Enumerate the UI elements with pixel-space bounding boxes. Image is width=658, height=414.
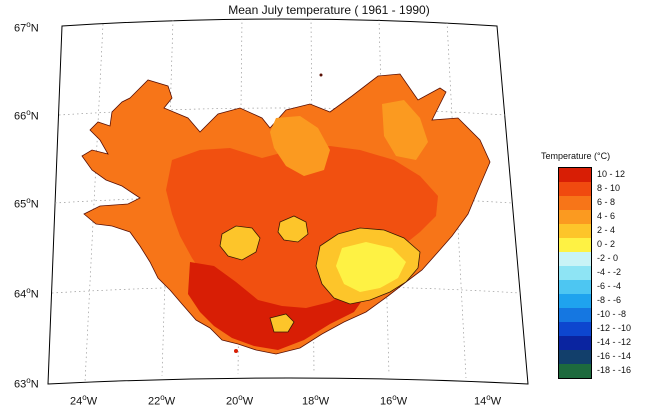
legend-label: -14 - -12 — [597, 337, 632, 347]
glacier-langjokull — [219, 225, 261, 261]
legend-label: -18 - -16 — [597, 365, 632, 375]
legend-swatch — [559, 224, 591, 238]
legend-swatch — [559, 238, 591, 252]
lat-label-63: 63oN — [14, 376, 39, 391]
legend-label: 0 - 2 — [597, 239, 616, 249]
legend-swatch — [559, 336, 591, 350]
lat-label-67: 67oN — [14, 20, 39, 35]
lon-label-16: 16oW — [380, 393, 408, 408]
legend-label: 8 - 10 — [597, 183, 621, 193]
legend-swatch — [559, 322, 591, 336]
temperature-4-6-zone — [270, 100, 428, 176]
legend-title: Temperature (°C) — [541, 151, 611, 161]
legend-swatch — [559, 182, 591, 196]
lon-label-22: 22oW — [148, 393, 176, 408]
legend-label: -2 - 0 — [597, 253, 619, 263]
lat-label-66: 66oN — [14, 108, 39, 123]
grimsey-island — [319, 73, 323, 77]
legend-swatch — [559, 294, 591, 308]
legend-label: 10 - 12 — [597, 169, 626, 179]
map-title: Mean July temperature ( 1961 - 1990) — [228, 3, 430, 17]
legend-label: -8 - -6 — [597, 295, 622, 305]
temperature-10-12-zone — [188, 262, 364, 350]
temperature-legend — [558, 167, 592, 379]
lon-label-14: 14oW — [474, 393, 502, 408]
lat-label-65: 65oN — [14, 196, 39, 211]
lat-label-64: 64oN — [14, 286, 39, 301]
legend-label: 6 - 8 — [597, 197, 616, 207]
map-frame — [47, 18, 529, 385]
legend-label: -6 - -4 — [597, 281, 622, 291]
legend-swatch — [559, 196, 591, 210]
iceland-landmass — [81, 73, 491, 355]
glacier-vatnajokull-core — [336, 242, 406, 292]
lon-label-24: 24oW — [70, 393, 98, 408]
legend-label: -16 - -14 — [597, 351, 632, 361]
legend-label: 4 - 6 — [597, 211, 616, 221]
legend-label: -12 - -10 — [597, 323, 632, 333]
vestmannaeyjar-island — [234, 349, 238, 353]
legend-swatch — [559, 252, 591, 266]
glacier-hofsjokull — [277, 215, 309, 243]
legend-swatch — [559, 168, 591, 182]
legend-swatch — [559, 266, 591, 280]
glacier-myrdalsjokull — [269, 313, 295, 333]
legend-swatch — [559, 350, 591, 364]
lon-label-18: 18oW — [302, 393, 330, 408]
legend-swatch — [559, 364, 591, 378]
legend-label: 2 - 4 — [597, 225, 616, 235]
legend-label: -10 - -8 — [597, 309, 627, 319]
legend-swatch — [559, 308, 591, 322]
legend-swatch — [559, 280, 591, 294]
lon-label-20: 20oW — [226, 393, 254, 408]
legend-swatch — [559, 210, 591, 224]
legend-label: -4 - -2 — [597, 267, 622, 277]
